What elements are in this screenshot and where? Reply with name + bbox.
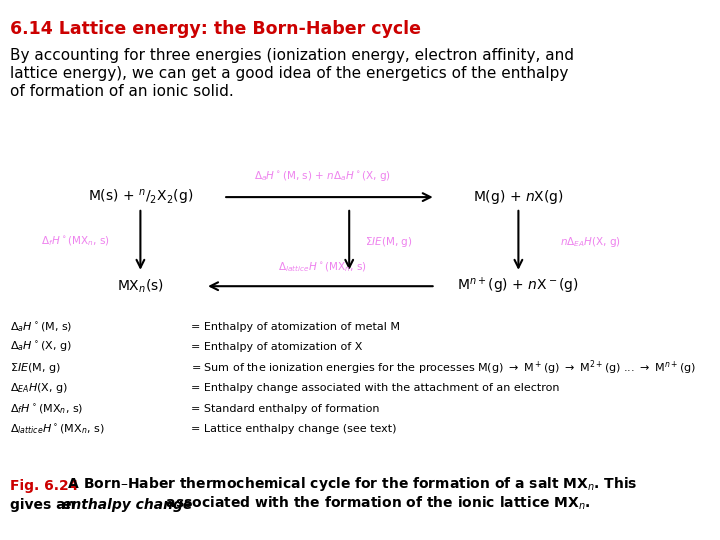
Text: $\Delta_f H^\circ$(MX$_n$, s): $\Delta_f H^\circ$(MX$_n$, s) — [41, 235, 110, 248]
Text: By accounting for three energies (ionization energy, electron affinity, and: By accounting for three energies (ioniza… — [10, 48, 574, 63]
Text: $\Delta_a H^\circ$(M, s) + $n\Delta_a H^\circ$(X, g): $\Delta_a H^\circ$(M, s) + $n\Delta_a H^… — [254, 168, 390, 183]
Text: M(g) + $n$X(g): M(g) + $n$X(g) — [473, 188, 564, 206]
Text: Fig. 6.24: Fig. 6.24 — [10, 479, 78, 493]
Text: $n\Delta_{EA} H$(X, g): $n\Delta_{EA} H$(X, g) — [560, 235, 621, 248]
Text: = Enthalpy change associated with the attachment of an electron: = Enthalpy change associated with the at… — [191, 383, 559, 393]
Text: M$^{n+}$(g) + $n$X$^-$(g): M$^{n+}$(g) + $n$X$^-$(g) — [457, 276, 580, 296]
Text: of formation of an ionic solid.: of formation of an ionic solid. — [10, 84, 234, 99]
Text: $\Delta_f H^\circ$(MX$_n$, s): $\Delta_f H^\circ$(MX$_n$, s) — [10, 402, 84, 416]
Text: enthalpy change: enthalpy change — [62, 498, 192, 512]
Text: $\Sigma IE$(M, g): $\Sigma IE$(M, g) — [10, 361, 61, 375]
Text: = Sum of the ionization energies for the processes M(g) $\rightarrow$ M$^+$(g) $: = Sum of the ionization energies for the… — [191, 359, 696, 377]
Text: lattice energy), we can get a good idea of the energetics of the enthalpy: lattice energy), we can get a good idea … — [10, 66, 569, 81]
Text: $\Sigma IE$(M, g): $\Sigma IE$(M, g) — [365, 235, 413, 248]
Text: = Enthalpy of atomization of metal M: = Enthalpy of atomization of metal M — [191, 322, 400, 332]
Text: A Born–Haber thermochemical cycle for the formation of a salt MX$_n$. This: A Born–Haber thermochemical cycle for th… — [63, 475, 638, 493]
Text: associated with the formation of the ionic lattice MX$_n$.: associated with the formation of the ion… — [161, 495, 591, 512]
Text: gives an: gives an — [10, 498, 81, 512]
Text: 6.14 Lattice energy: the Born-Haber cycle: 6.14 Lattice energy: the Born-Haber cycl… — [10, 20, 421, 38]
Text: MX$_n$(s): MX$_n$(s) — [117, 278, 164, 295]
Text: = Lattice enthalpy change (see text): = Lattice enthalpy change (see text) — [191, 424, 396, 434]
Text: $\Delta_a H^\circ$(M, s): $\Delta_a H^\circ$(M, s) — [10, 320, 73, 334]
Text: M(s) + $^n$/$_2$X$_2$(g): M(s) + $^n$/$_2$X$_2$(g) — [88, 187, 193, 207]
Text: $\Delta_a H^\circ$(X, g): $\Delta_a H^\circ$(X, g) — [10, 340, 72, 354]
Text: = Enthalpy of atomization of X: = Enthalpy of atomization of X — [191, 342, 362, 352]
Text: = Standard enthalpy of formation: = Standard enthalpy of formation — [191, 404, 379, 414]
Text: $\Delta_{lattice} H^\circ$(MX$_n$, s): $\Delta_{lattice} H^\circ$(MX$_n$, s) — [10, 422, 105, 436]
Text: $\Delta_{EA} H$(X, g): $\Delta_{EA} H$(X, g) — [10, 381, 68, 395]
Text: $\Delta_{lattice} H^\circ$(MX$_n$, s): $\Delta_{lattice} H^\circ$(MX$_n$, s) — [278, 261, 366, 274]
